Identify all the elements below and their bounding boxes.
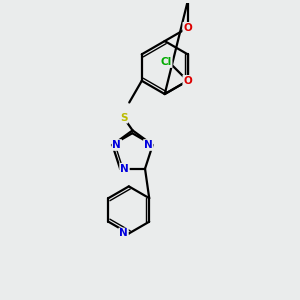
Text: Cl: Cl xyxy=(160,57,172,67)
Text: N: N xyxy=(119,229,128,238)
Text: N: N xyxy=(120,164,129,174)
Text: S: S xyxy=(120,113,127,123)
Text: N: N xyxy=(144,140,153,150)
Text: O: O xyxy=(183,76,192,86)
Text: O: O xyxy=(183,23,192,33)
Text: N: N xyxy=(112,140,121,150)
